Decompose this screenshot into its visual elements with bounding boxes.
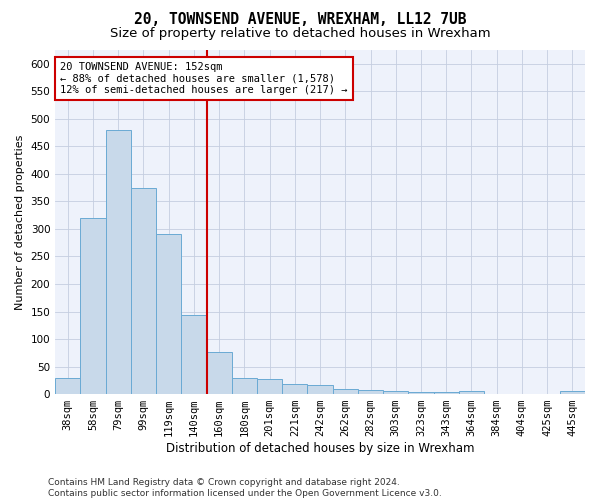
Bar	[80, 218, 106, 394]
Bar	[282, 384, 307, 394]
Bar	[383, 392, 409, 394]
Bar	[106, 130, 131, 394]
Y-axis label: Number of detached properties: Number of detached properties	[15, 134, 25, 310]
Bar	[434, 392, 459, 394]
Bar	[409, 392, 434, 394]
Text: 20, TOWNSEND AVENUE, WREXHAM, LL12 7UB: 20, TOWNSEND AVENUE, WREXHAM, LL12 7UB	[134, 12, 466, 28]
Text: 20 TOWNSEND AVENUE: 152sqm
← 88% of detached houses are smaller (1,578)
12% of s: 20 TOWNSEND AVENUE: 152sqm ← 88% of deta…	[61, 62, 348, 95]
Bar	[156, 234, 181, 394]
Text: Size of property relative to detached houses in Wrexham: Size of property relative to detached ho…	[110, 28, 490, 40]
Bar	[307, 386, 332, 394]
Bar	[232, 378, 257, 394]
Bar	[181, 316, 206, 394]
Bar	[131, 188, 156, 394]
X-axis label: Distribution of detached houses by size in Wrexham: Distribution of detached houses by size …	[166, 442, 475, 455]
Bar	[560, 392, 585, 394]
Bar	[206, 352, 232, 394]
Bar	[459, 392, 484, 394]
Bar	[257, 378, 282, 394]
Bar	[332, 389, 358, 394]
Bar	[358, 390, 383, 394]
Bar	[55, 378, 80, 394]
Text: Contains HM Land Registry data © Crown copyright and database right 2024.
Contai: Contains HM Land Registry data © Crown c…	[48, 478, 442, 498]
